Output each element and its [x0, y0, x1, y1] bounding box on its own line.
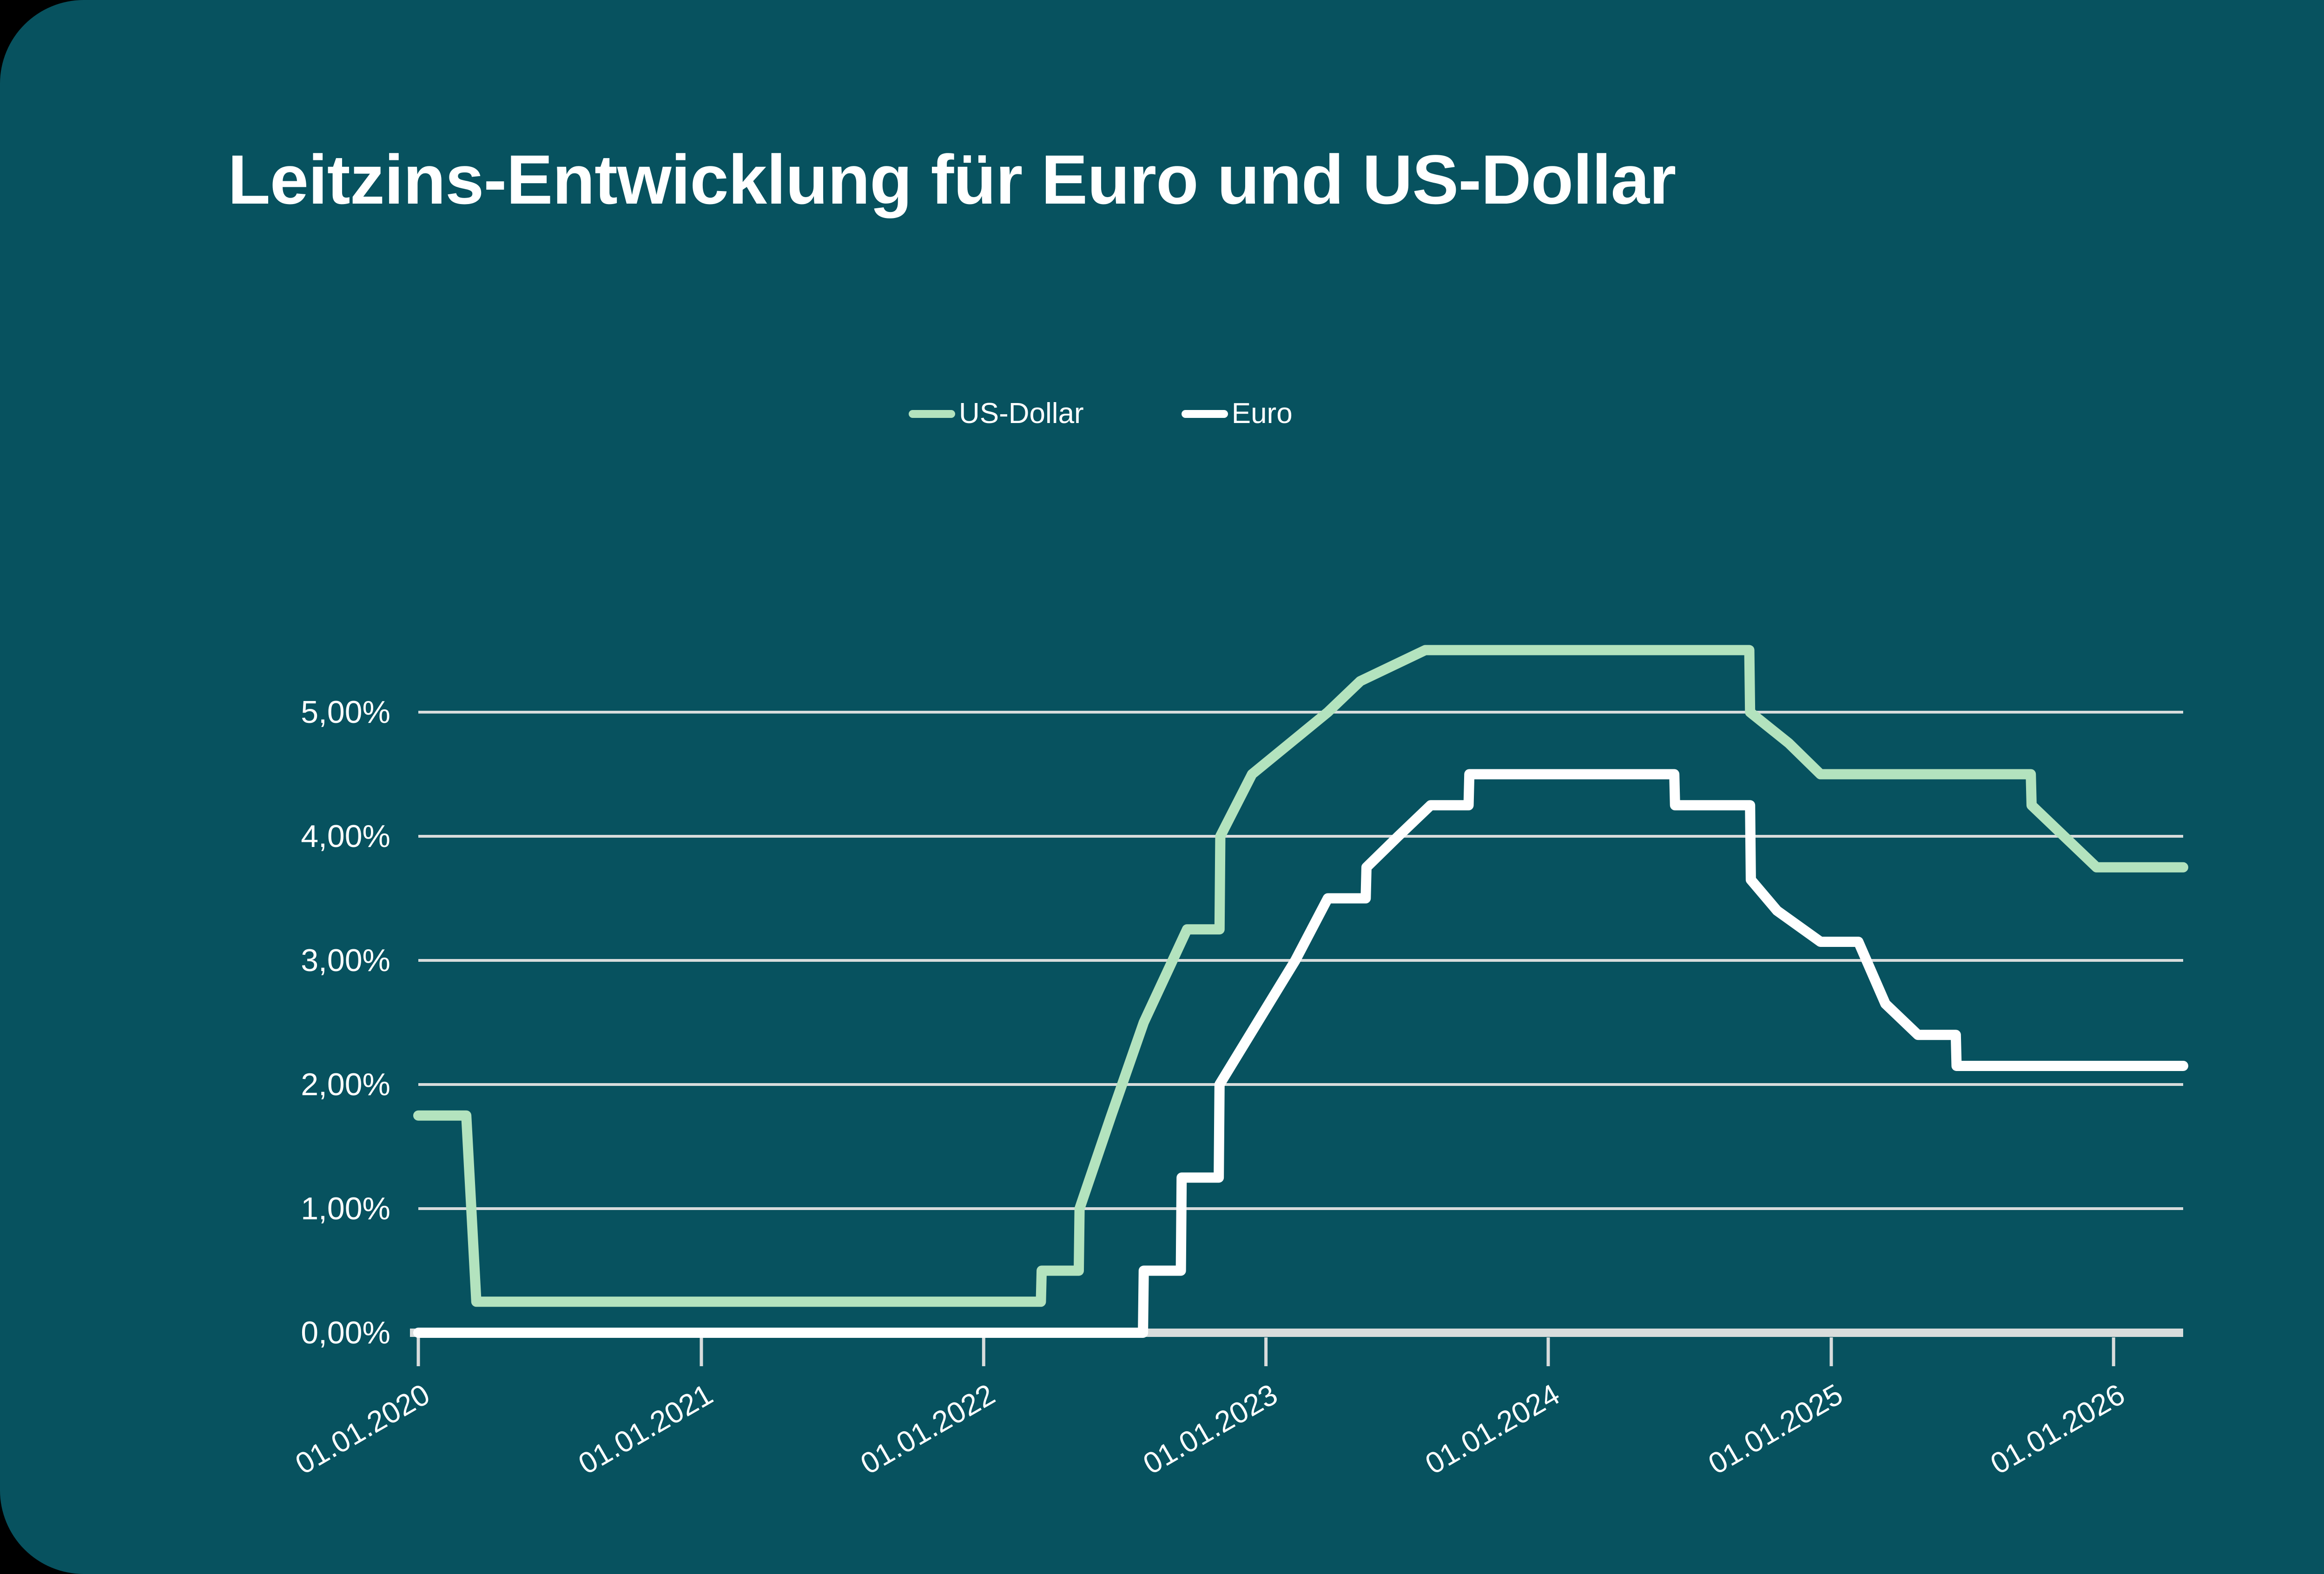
legend-swatch-us-dollar: [909, 410, 955, 418]
legend-item-euro[interactable]: Euro: [1181, 393, 1293, 435]
x-tick-marks: [416, 1337, 2115, 1366]
series-line-us-dollar: [413, 645, 2188, 1307]
series-line-euro: [413, 769, 2188, 1338]
x-axis-tick-label: 01.01.2021: [573, 1377, 719, 1481]
x-axis-tick-label: 01.01.2020: [290, 1377, 436, 1481]
y-axis-tick-label: 4,00%: [301, 819, 390, 854]
legend-label-euro: Euro: [1231, 397, 1293, 430]
x-axis-tick-label: 01.01.2026: [1985, 1377, 2131, 1481]
y-axis-tick-label: 3,00%: [301, 943, 390, 978]
x-axis-tick-label: 01.01.2024: [1419, 1377, 1565, 1481]
y-axis-tick-label: 1,00%: [301, 1191, 390, 1226]
x-axis-tick-label: 01.01.2023: [1137, 1377, 1283, 1481]
y-axis-tick-label: 2,00%: [301, 1067, 390, 1102]
legend-swatch-euro: [1181, 410, 1228, 418]
legend-item-us-dollar[interactable]: US-Dollar: [909, 393, 1084, 435]
x-axis-tick-label: 01.01.2025: [1703, 1377, 1849, 1481]
y-axis-tick-label: 5,00%: [301, 694, 390, 730]
chart-legend: US-Dollar Euro: [909, 393, 1293, 435]
legend-label-us-dollar: US-Dollar: [959, 397, 1084, 430]
y-axis-tick-label: 0,00%: [301, 1315, 390, 1350]
page-title: Leitzins-Entwicklung für Euro und US-Dol…: [228, 140, 1676, 218]
x-axis-tick-label: 01.01.2022: [855, 1377, 1001, 1481]
